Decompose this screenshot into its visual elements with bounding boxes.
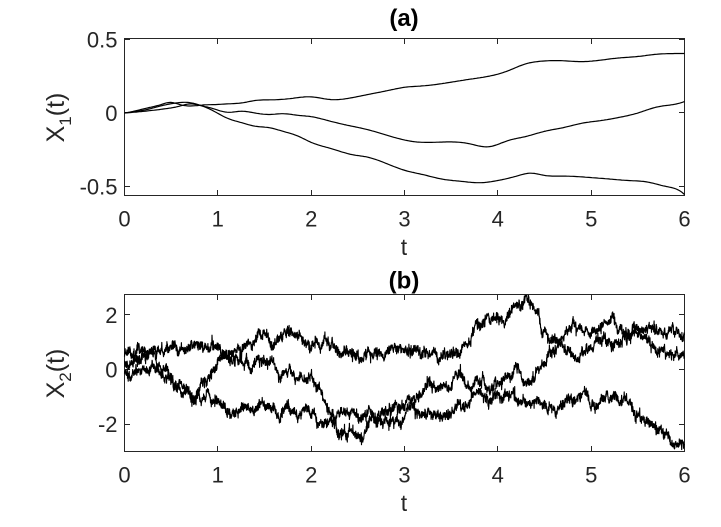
svg-text:(a): (a) bbox=[389, 5, 418, 32]
svg-text:2: 2 bbox=[305, 207, 317, 232]
svg-text:t: t bbox=[401, 490, 408, 516]
svg-text:3: 3 bbox=[398, 207, 410, 232]
svg-text:(b): (b) bbox=[389, 268, 420, 295]
svg-text:6: 6 bbox=[678, 463, 690, 488]
svg-text:3: 3 bbox=[398, 463, 410, 488]
svg-text:0: 0 bbox=[105, 358, 117, 383]
svg-text:-0.5: -0.5 bbox=[80, 174, 118, 199]
svg-text:0: 0 bbox=[118, 207, 130, 232]
svg-text:1: 1 bbox=[212, 463, 224, 488]
svg-text:2: 2 bbox=[305, 463, 317, 488]
svg-text:t: t bbox=[401, 234, 408, 260]
svg-text:-2: -2 bbox=[98, 412, 118, 437]
svg-text:0: 0 bbox=[105, 101, 117, 126]
svg-text:4: 4 bbox=[492, 463, 504, 488]
svg-text:2: 2 bbox=[105, 303, 117, 328]
svg-text:1: 1 bbox=[212, 207, 224, 232]
svg-text:0: 0 bbox=[118, 463, 130, 488]
svg-text:4: 4 bbox=[492, 207, 504, 232]
svg-text:5: 5 bbox=[585, 207, 597, 232]
svg-text:0.5: 0.5 bbox=[87, 28, 118, 53]
svg-text:5: 5 bbox=[585, 463, 597, 488]
svg-text:6: 6 bbox=[678, 207, 690, 232]
